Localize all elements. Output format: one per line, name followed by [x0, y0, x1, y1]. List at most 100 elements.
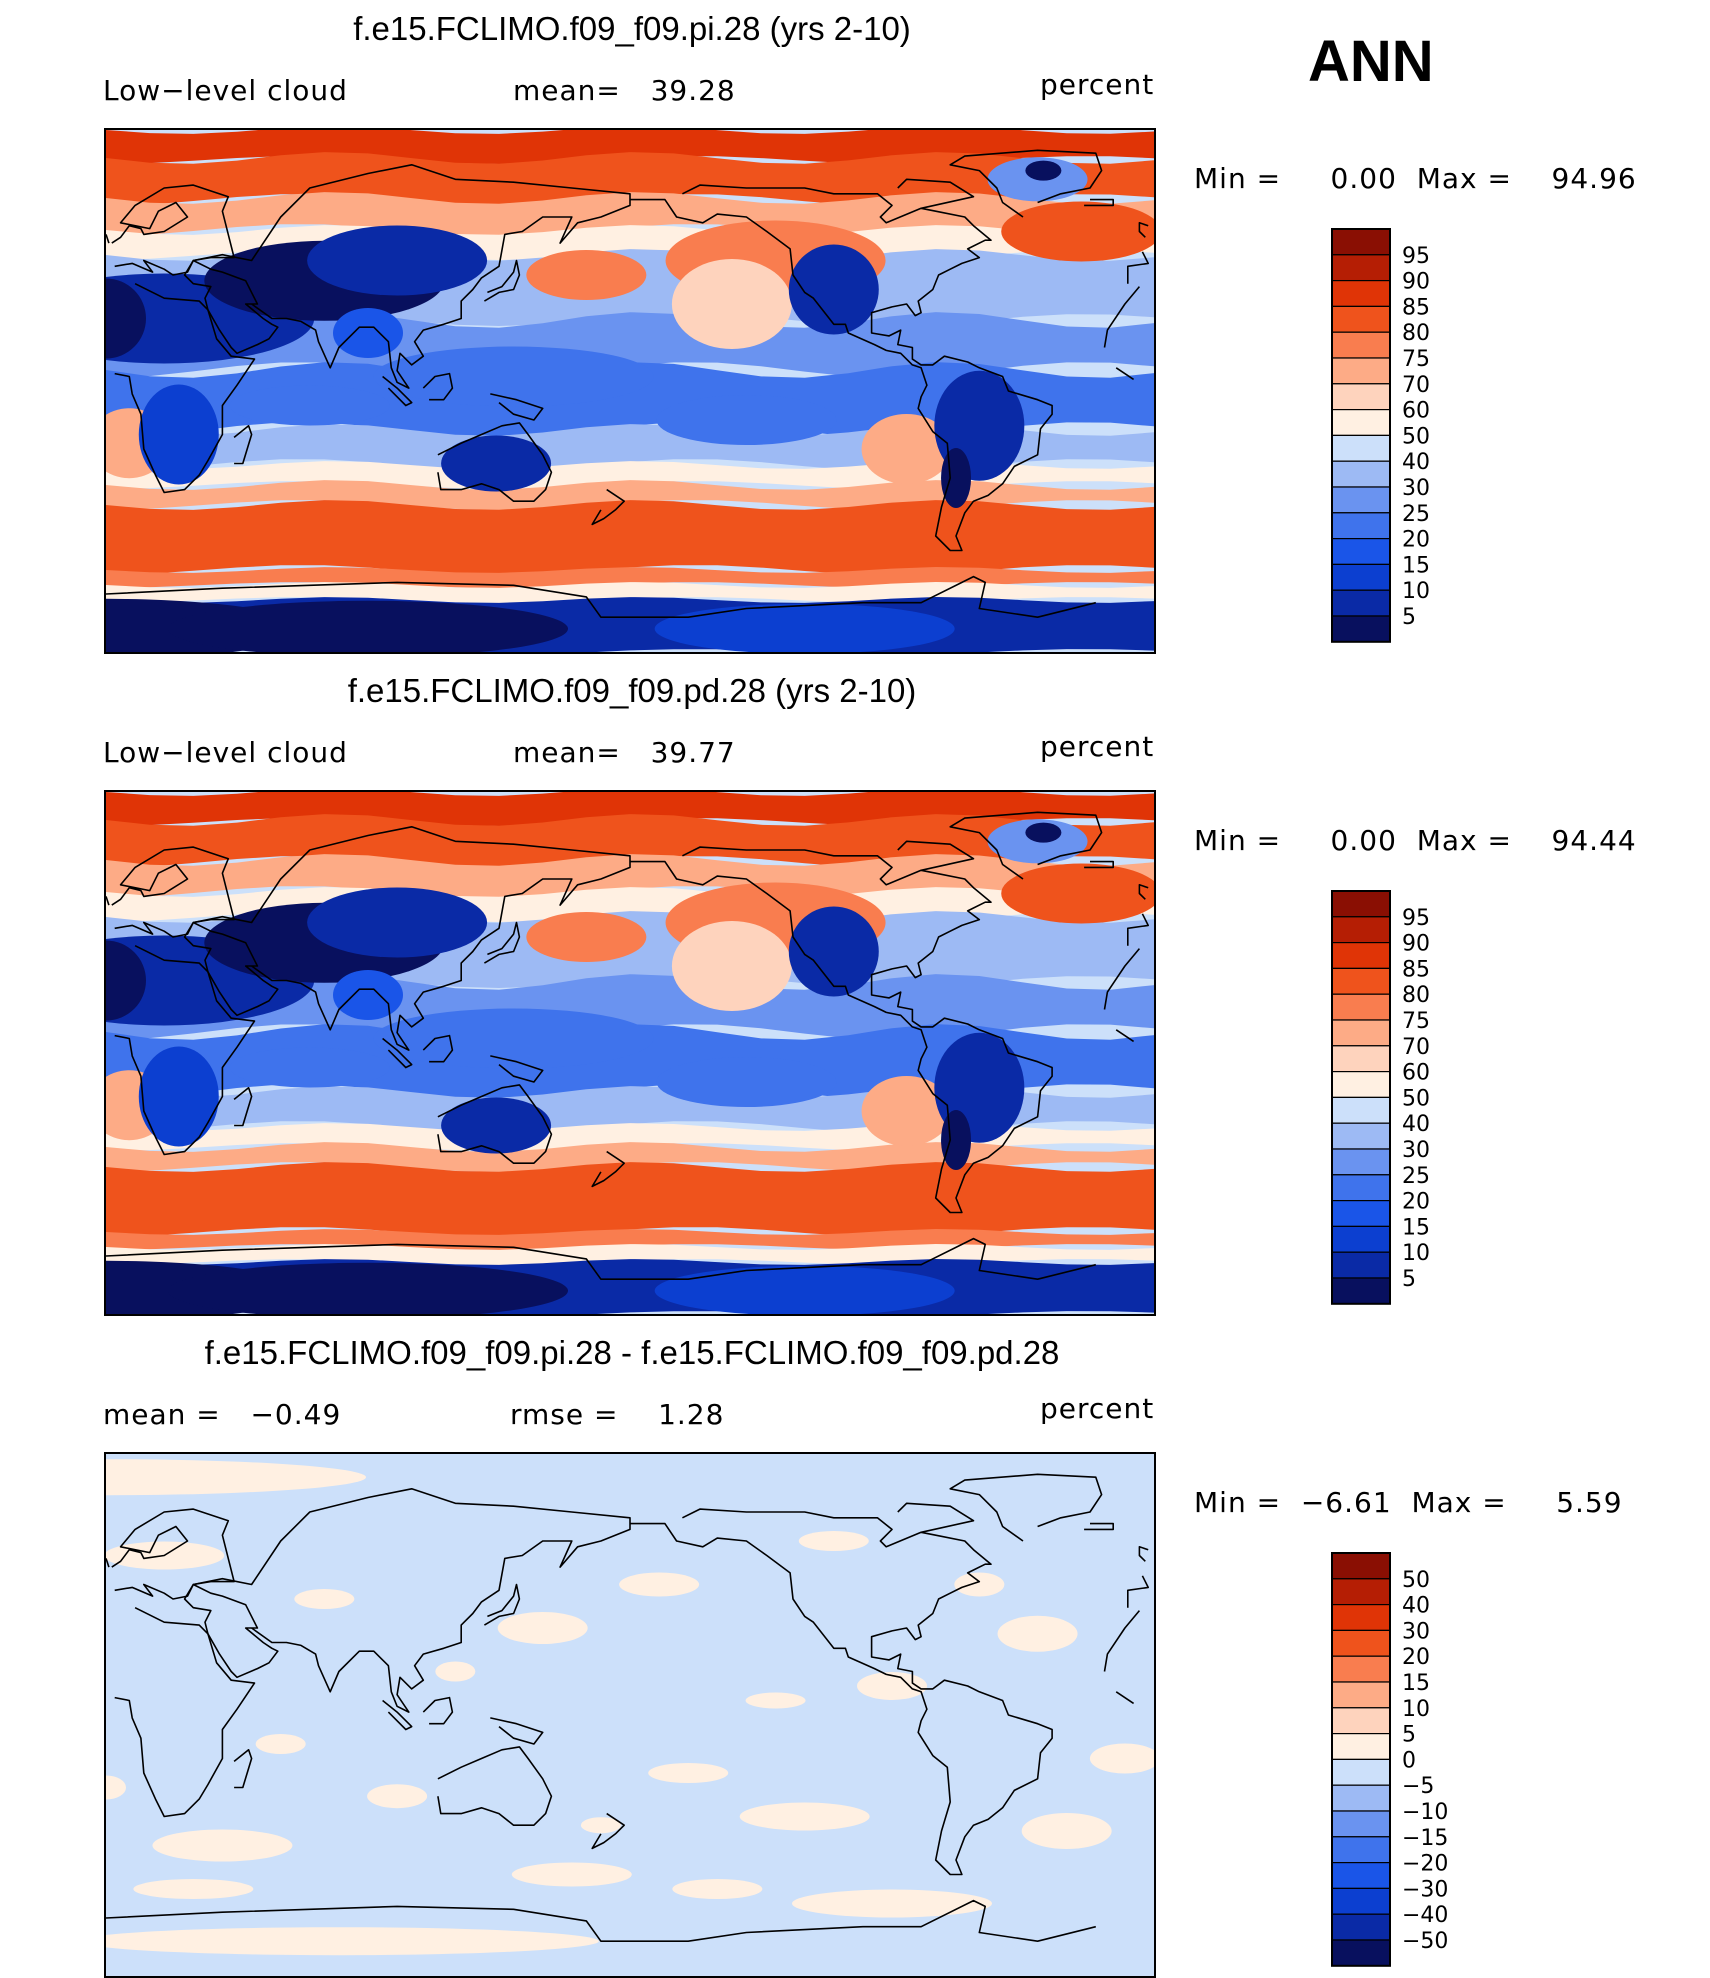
- colorbar-tick-label: −40: [1402, 1903, 1448, 1928]
- colorbar-box: [1331, 615, 1391, 643]
- colorbar-tick-label: 70: [1402, 1035, 1430, 1060]
- panel-2-title: f.e15.FCLIMO.f09_f09.pd.28 (yrs 2-10): [347, 672, 917, 709]
- season-label: ANN: [1308, 29, 1434, 94]
- colorbar-box: [1331, 1071, 1391, 1099]
- colorbar-box: [1331, 1913, 1391, 1941]
- colorbar-box: [1331, 1758, 1391, 1786]
- panel-2-minmax: Min = 0.00 Max = 94.44: [1194, 824, 1637, 857]
- panel-1-units: percent: [1040, 68, 1155, 101]
- coastlines: [106, 811, 1149, 1280]
- colorbar-tick-label: 50: [1402, 424, 1430, 449]
- colorbar-box: [1331, 486, 1391, 514]
- colorbar-tick-label: 30: [1402, 1619, 1430, 1644]
- colorbar-box: [1331, 1552, 1391, 1580]
- colorbar-tick-label: 15: [1402, 1215, 1430, 1240]
- panel-1-center-label: mean= 39.28: [513, 74, 736, 107]
- colorbar-tick-label: 70: [1402, 373, 1430, 398]
- colorbar-tick-label: 20: [1402, 528, 1430, 553]
- colorbar-box: [1331, 460, 1391, 488]
- colorbar-box: [1331, 1019, 1391, 1047]
- colorbar-tick-label: 40: [1402, 1112, 1430, 1137]
- colorbar-tick-label: 25: [1402, 1164, 1430, 1189]
- colorbar-box: [1331, 512, 1391, 540]
- colorbar-box: [1331, 331, 1391, 359]
- colorbar-tick-label: 5: [1402, 1267, 1416, 1292]
- colorbar-tick-label: 5: [1402, 605, 1416, 630]
- colorbar-box: [1331, 1862, 1391, 1890]
- colorbar-tick-label: 75: [1402, 1009, 1430, 1034]
- colorbar-box: [1331, 383, 1391, 411]
- colorbar-box: [1331, 967, 1391, 995]
- colorbar-tick-label: 25: [1402, 502, 1430, 527]
- colorbar-box: [1331, 1122, 1391, 1150]
- colorbar-box: [1331, 1655, 1391, 1683]
- colorbar-box: [1331, 589, 1391, 617]
- panel-1-map: [104, 128, 1156, 654]
- map-field: [106, 1454, 1154, 1976]
- colorbar-tick-label: 50: [1402, 1568, 1430, 1593]
- colorbar-tick-label: 5: [1402, 1723, 1416, 1748]
- colorbar-tick-label: 20: [1402, 1645, 1430, 1670]
- colorbar-box: [1331, 1681, 1391, 1709]
- colorbar-box: [1331, 1810, 1391, 1838]
- colorbar-box: [1331, 1251, 1391, 1279]
- colorbar-tick-label: 90: [1402, 270, 1430, 295]
- colorbar-box: [1331, 1225, 1391, 1253]
- colorbar-tick-label: 10: [1402, 1241, 1430, 1266]
- colorbar-box: [1331, 1603, 1391, 1631]
- colorbar-tick-label: 75: [1402, 347, 1430, 372]
- panel-3-units: percent: [1040, 1392, 1155, 1425]
- panel-2-units: percent: [1040, 730, 1155, 763]
- panel-2-map: [104, 790, 1156, 1316]
- colorbar-tick-label: 80: [1402, 983, 1430, 1008]
- colorbar-tick-label: −50: [1402, 1929, 1448, 1954]
- colorbar-tick-label: 50: [1402, 1086, 1430, 1111]
- panel-2-center-label: mean= 39.77: [513, 736, 736, 769]
- colorbar-tick-label: 0: [1402, 1748, 1416, 1773]
- colorbar-box: [1331, 1148, 1391, 1176]
- colorbar-tick-label: −20: [1402, 1852, 1448, 1877]
- colorbar-tick-label: 85: [1402, 295, 1430, 320]
- colorbar-tick-label: 20: [1402, 1190, 1430, 1215]
- colorbar-tick-label: 10: [1402, 1697, 1430, 1722]
- panel-3-center-label: rmse = 1.28: [510, 1398, 725, 1431]
- colorbar-box: [1331, 563, 1391, 591]
- coastlines: [106, 149, 1149, 618]
- colorbar-box: [1331, 1045, 1391, 1073]
- map-field: [106, 130, 1154, 652]
- panel-3-map: [104, 1452, 1156, 1978]
- colorbar-box: [1331, 357, 1391, 385]
- colorbar-tick-label: 30: [1402, 476, 1430, 501]
- colorbar-box: [1331, 1707, 1391, 1735]
- colorbar-tick-label: 60: [1402, 399, 1430, 424]
- panel-2-left-label: Low−level cloud: [103, 736, 348, 769]
- colorbar-box: [1331, 916, 1391, 944]
- colorbar-box: [1331, 254, 1391, 282]
- colorbar-tick-label: 40: [1402, 1594, 1430, 1619]
- colorbar-box: [1331, 941, 1391, 969]
- colorbar-tick-label: 40: [1402, 450, 1430, 475]
- colorbar-box: [1331, 1887, 1391, 1915]
- panel-1-title: f.e15.FCLIMO.f09_f09.pi.28 (yrs 2-10): [353, 10, 911, 47]
- panel-1-left-label: Low−level cloud: [103, 74, 348, 107]
- colorbar-box: [1331, 538, 1391, 566]
- colorbar-box: [1331, 305, 1391, 333]
- panel-3-title: f.e15.FCLIMO.f09_f09.pi.28 - f.e15.FCLIM…: [204, 1334, 1060, 1371]
- colorbar-tick-label: 15: [1402, 553, 1430, 578]
- colorbar-box: [1331, 1733, 1391, 1761]
- colorbar-tick-label: 90: [1402, 932, 1430, 957]
- colorbar-tick-label: 30: [1402, 1138, 1430, 1163]
- colorbar-box: [1331, 279, 1391, 307]
- colorbar-tick-label: 95: [1402, 244, 1430, 269]
- colorbar-box: [1331, 993, 1391, 1021]
- colorbar-box: [1331, 1200, 1391, 1228]
- colorbar-box: [1331, 1277, 1391, 1305]
- colorbar-box: [1331, 1174, 1391, 1202]
- colorbar-box: [1331, 1836, 1391, 1864]
- colorbar-box: [1331, 1629, 1391, 1657]
- panel-3-minmax: Min = −6.61 Max = 5.59: [1194, 1486, 1623, 1519]
- colorbar-tick-label: −5: [1402, 1774, 1434, 1799]
